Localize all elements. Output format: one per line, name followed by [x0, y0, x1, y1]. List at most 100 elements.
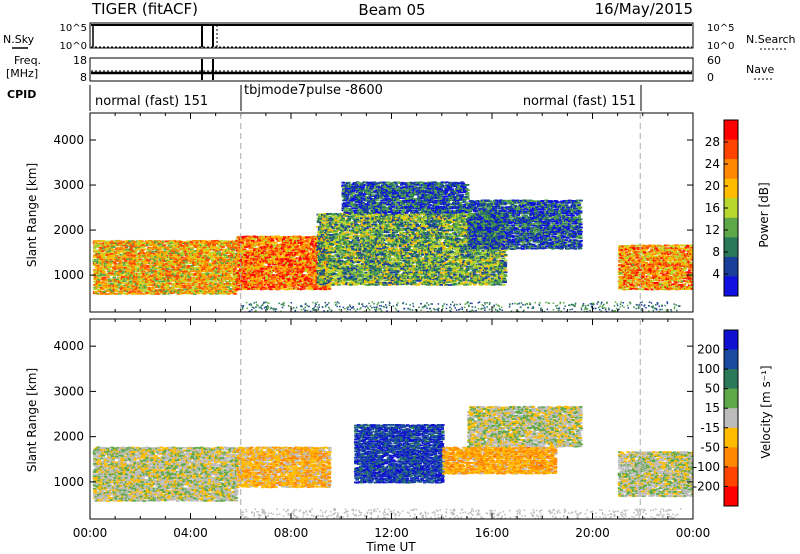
- nave-label: Nave: [746, 63, 774, 76]
- heatmap-cell: [122, 264, 127, 266]
- heatmap-cell: [244, 270, 249, 272]
- heatmap-cell: [330, 221, 335, 224]
- heatmap-cell: [373, 250, 378, 253]
- heatmap-cell: [133, 246, 138, 248]
- heatmap-cell: [282, 262, 287, 264]
- heatmap-cell: [364, 213, 368, 215]
- heatmap-cell: [365, 243, 369, 246]
- heatmap-cell: [313, 249, 318, 252]
- heatmap-cell: [149, 246, 154, 249]
- heatmap-cell: [229, 272, 233, 275]
- heatmap-cell: [256, 278, 261, 281]
- heatmap-cell: [320, 234, 325, 236]
- heatmap-cell: [352, 215, 357, 217]
- heatmap-cell: [242, 251, 247, 254]
- heatmap-cell: [173, 246, 177, 249]
- heatmap-cell: [168, 262, 172, 265]
- heatmap-cell: [304, 254, 309, 257]
- heatmap-cell: [349, 233, 354, 236]
- heatmap-cell: [158, 260, 162, 263]
- heatmap-cell: [321, 242, 325, 245]
- heatmap-cell: [212, 278, 217, 281]
- heatmap-cell: [256, 240, 261, 242]
- heatmap-cell: [277, 268, 281, 271]
- heatmap-cell: [240, 242, 244, 244]
- heatmap-cell: [126, 239, 130, 242]
- heatmap-cell: [209, 257, 214, 260]
- heatmap-cell: [178, 240, 183, 243]
- heatmap-cell: [156, 292, 161, 295]
- heatmap-cell: [325, 245, 329, 248]
- heatmap-cell: [165, 288, 169, 290]
- heatmap-cell: [159, 280, 164, 283]
- heatmap-cell: [226, 286, 231, 288]
- heatmap-cell: [173, 254, 178, 257]
- heatmap-cell: [284, 236, 288, 239]
- heatmap-cell: [353, 269, 357, 271]
- heatmap-cell: [310, 240, 315, 243]
- heatmap-cell: [137, 264, 142, 266]
- heatmap-cell: [343, 275, 347, 278]
- heatmap-cell: [339, 221, 344, 223]
- heatmap-cell: [92, 247, 97, 250]
- heatmap-cell: [161, 268, 165, 271]
- heatmap-cell: [369, 267, 373, 269]
- heatmap-cell: [130, 284, 135, 287]
- heatmap-cell: [329, 245, 333, 248]
- heatmap-cell: [166, 268, 170, 270]
- heatmap-cell: [186, 242, 190, 244]
- heatmap-cell: [93, 254, 97, 257]
- heatmap-cell: [340, 248, 345, 251]
- heatmap-cell: [358, 219, 362, 222]
- heatmap-cell: [204, 281, 208, 284]
- heatmap-cell: [142, 276, 147, 279]
- heatmap-cell: [95, 250, 100, 253]
- heatmap-cell: [97, 258, 101, 261]
- heatmap-cell: [228, 264, 232, 267]
- heatmap-cell: [227, 274, 232, 277]
- heatmap-cell: [182, 266, 186, 269]
- heatmap-cell: [325, 247, 329, 250]
- heatmap-cell: [191, 257, 195, 259]
- heatmap-cell: [359, 215, 364, 217]
- heatmap-cell: [307, 236, 311, 239]
- heatmap-cell: [270, 237, 275, 240]
- heatmap-cell: [281, 245, 286, 248]
- heatmap-cell: [145, 274, 149, 276]
- heatmap-cell: [330, 226, 335, 228]
- heatmap-cell: [335, 266, 340, 268]
- heatmap-cell: [296, 237, 301, 240]
- heatmap-cell: [109, 260, 113, 263]
- heatmap-cell: [372, 245, 376, 247]
- heatmap-cell: [284, 279, 289, 282]
- heatmap-cell: [269, 288, 273, 291]
- heatmap-cell: [144, 281, 149, 283]
- heatmap-cell: [312, 283, 317, 286]
- heatmap-cell: [256, 242, 261, 244]
- heatmap-cell: [202, 274, 207, 276]
- heatmap-cell: [94, 290, 98, 293]
- heatmap-cell: [273, 254, 278, 256]
- heatmap-cell: [220, 242, 225, 245]
- heatmap-cell: [211, 268, 216, 271]
- heatmap-cell: [223, 258, 227, 261]
- heatmap-cell: [139, 242, 144, 245]
- heatmap-cell: [205, 272, 210, 275]
- heatmap-cell: [334, 230, 339, 232]
- heatmap-cell: [337, 265, 342, 267]
- heatmap-cell: [347, 225, 351, 228]
- heatmap-cell: [363, 247, 368, 250]
- heatmap-cell: [313, 270, 318, 273]
- heatmap-cell: [149, 266, 154, 268]
- heatmap-cell: [304, 266, 308, 268]
- heatmap-cell: [176, 245, 180, 247]
- heatmap-cell: [144, 262, 148, 264]
- heatmap-cell: [130, 286, 134, 289]
- heatmap-cell: [366, 267, 371, 269]
- heatmap-cell: [168, 282, 172, 285]
- heatmap-cell: [273, 237, 277, 240]
- heatmap-cell: [226, 267, 231, 269]
- heatmap-cell: [187, 274, 191, 276]
- heatmap-cell: [130, 280, 134, 283]
- heatmap-cell: [170, 292, 175, 294]
